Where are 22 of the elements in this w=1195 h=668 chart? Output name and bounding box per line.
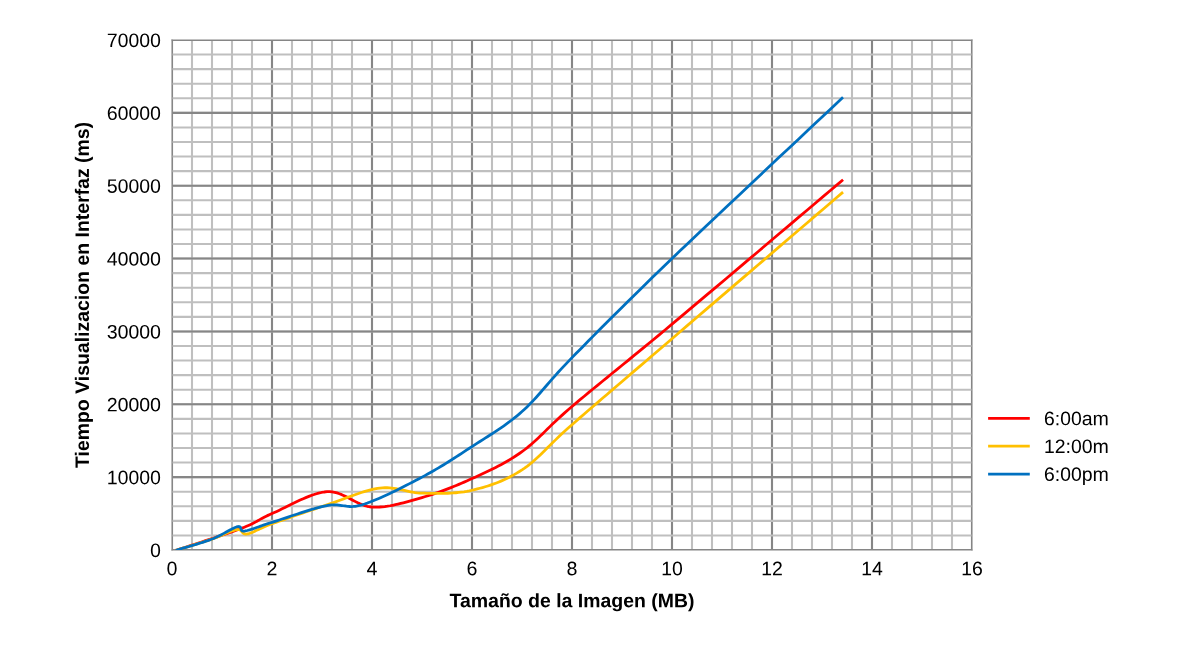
legend-label: 12:00m bbox=[1045, 439, 1108, 454]
y-axis-title: Tiempo Visualizacion en Interfaz (ms) bbox=[74, 122, 93, 468]
y-tick-label: 70000 bbox=[107, 33, 161, 48]
y-tick-label: 20000 bbox=[107, 397, 161, 412]
x-tick-label: 16 bbox=[962, 561, 982, 576]
x-tick-label: 14 bbox=[862, 561, 883, 576]
legend-label: 6:00pm bbox=[1044, 467, 1108, 485]
x-tick-label: 10 bbox=[662, 561, 683, 576]
x-tick-label: 4 bbox=[367, 561, 377, 576]
y-tick-label: 10000 bbox=[108, 470, 161, 485]
x-tick-label: 12 bbox=[762, 561, 782, 576]
x-tick-label: 0 bbox=[167, 561, 177, 576]
x-axis-title: Tamaño de la Imagen (MB) bbox=[449, 593, 694, 612]
legend-label: 6:00am bbox=[1044, 411, 1108, 426]
y-tick-label: 30000 bbox=[107, 324, 161, 339]
y-tick-label: 60000 bbox=[107, 106, 161, 121]
y-tick-label: 0 bbox=[150, 543, 161, 558]
x-tick-label: 6 bbox=[467, 561, 477, 576]
y-tick-label: 50000 bbox=[107, 179, 161, 193]
x-tick-label: 8 bbox=[567, 561, 577, 576]
x-tick-label: 2 bbox=[267, 561, 277, 576]
y-tick-label: 40000 bbox=[107, 252, 161, 266]
